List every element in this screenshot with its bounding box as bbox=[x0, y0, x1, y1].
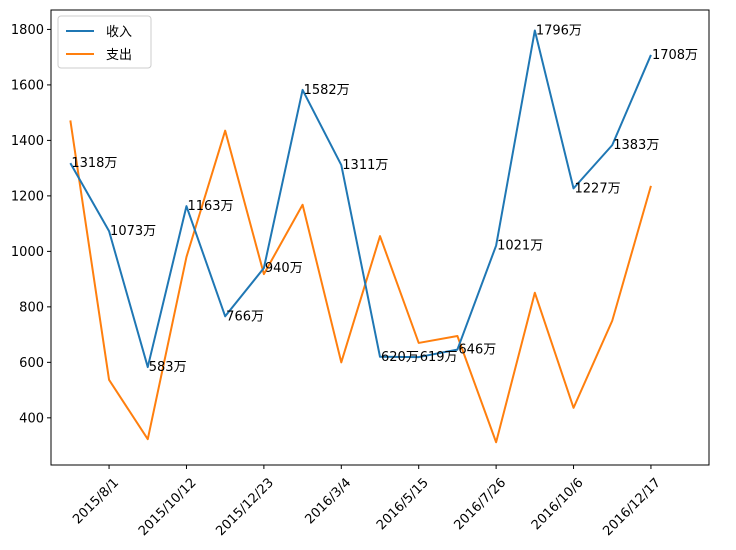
series-line-expense bbox=[69, 120, 652, 444]
data-label: 1796万 bbox=[536, 24, 582, 39]
y-tick-label: 1400 bbox=[11, 134, 44, 149]
data-label: 940万 bbox=[265, 261, 303, 276]
legend-label: 支出 bbox=[106, 48, 132, 63]
data-label: 1708万 bbox=[652, 48, 698, 63]
plot-area-frame bbox=[50, 9, 710, 466]
data-label: 1227万 bbox=[575, 181, 621, 196]
y-tick-label: 1200 bbox=[11, 189, 44, 204]
data-label: 1163万 bbox=[187, 199, 233, 214]
data-label: 1073万 bbox=[110, 224, 156, 239]
y-tick-label: 1000 bbox=[11, 245, 44, 260]
data-label: 766万 bbox=[226, 309, 264, 324]
y-tick-label: 600 bbox=[19, 356, 44, 371]
series-line-income bbox=[69, 29, 652, 369]
data-label: 619万 bbox=[420, 350, 458, 365]
y-tick-label: 400 bbox=[19, 411, 44, 426]
data-label: 1311万 bbox=[342, 158, 388, 173]
data-label: 1383万 bbox=[613, 138, 659, 153]
data-label: 620万 bbox=[381, 350, 419, 365]
legend-label: 收入 bbox=[106, 25, 132, 40]
data-label: 1318万 bbox=[71, 156, 117, 171]
series-layer bbox=[69, 29, 652, 444]
y-tick-label: 1600 bbox=[11, 78, 44, 93]
y-tick-label: 800 bbox=[19, 300, 44, 315]
data-label: 1021万 bbox=[497, 239, 543, 254]
y-tick-label: 1800 bbox=[11, 23, 44, 38]
data-label: 1582万 bbox=[304, 83, 350, 98]
data-label: 646万 bbox=[458, 343, 496, 358]
legend-box bbox=[57, 15, 152, 69]
data-labels-layer: 1318万 1073万 583万 1163万 766万 940万 1582万 1311万 620… bbox=[71, 24, 698, 376]
data-label: 583万 bbox=[149, 360, 187, 375]
